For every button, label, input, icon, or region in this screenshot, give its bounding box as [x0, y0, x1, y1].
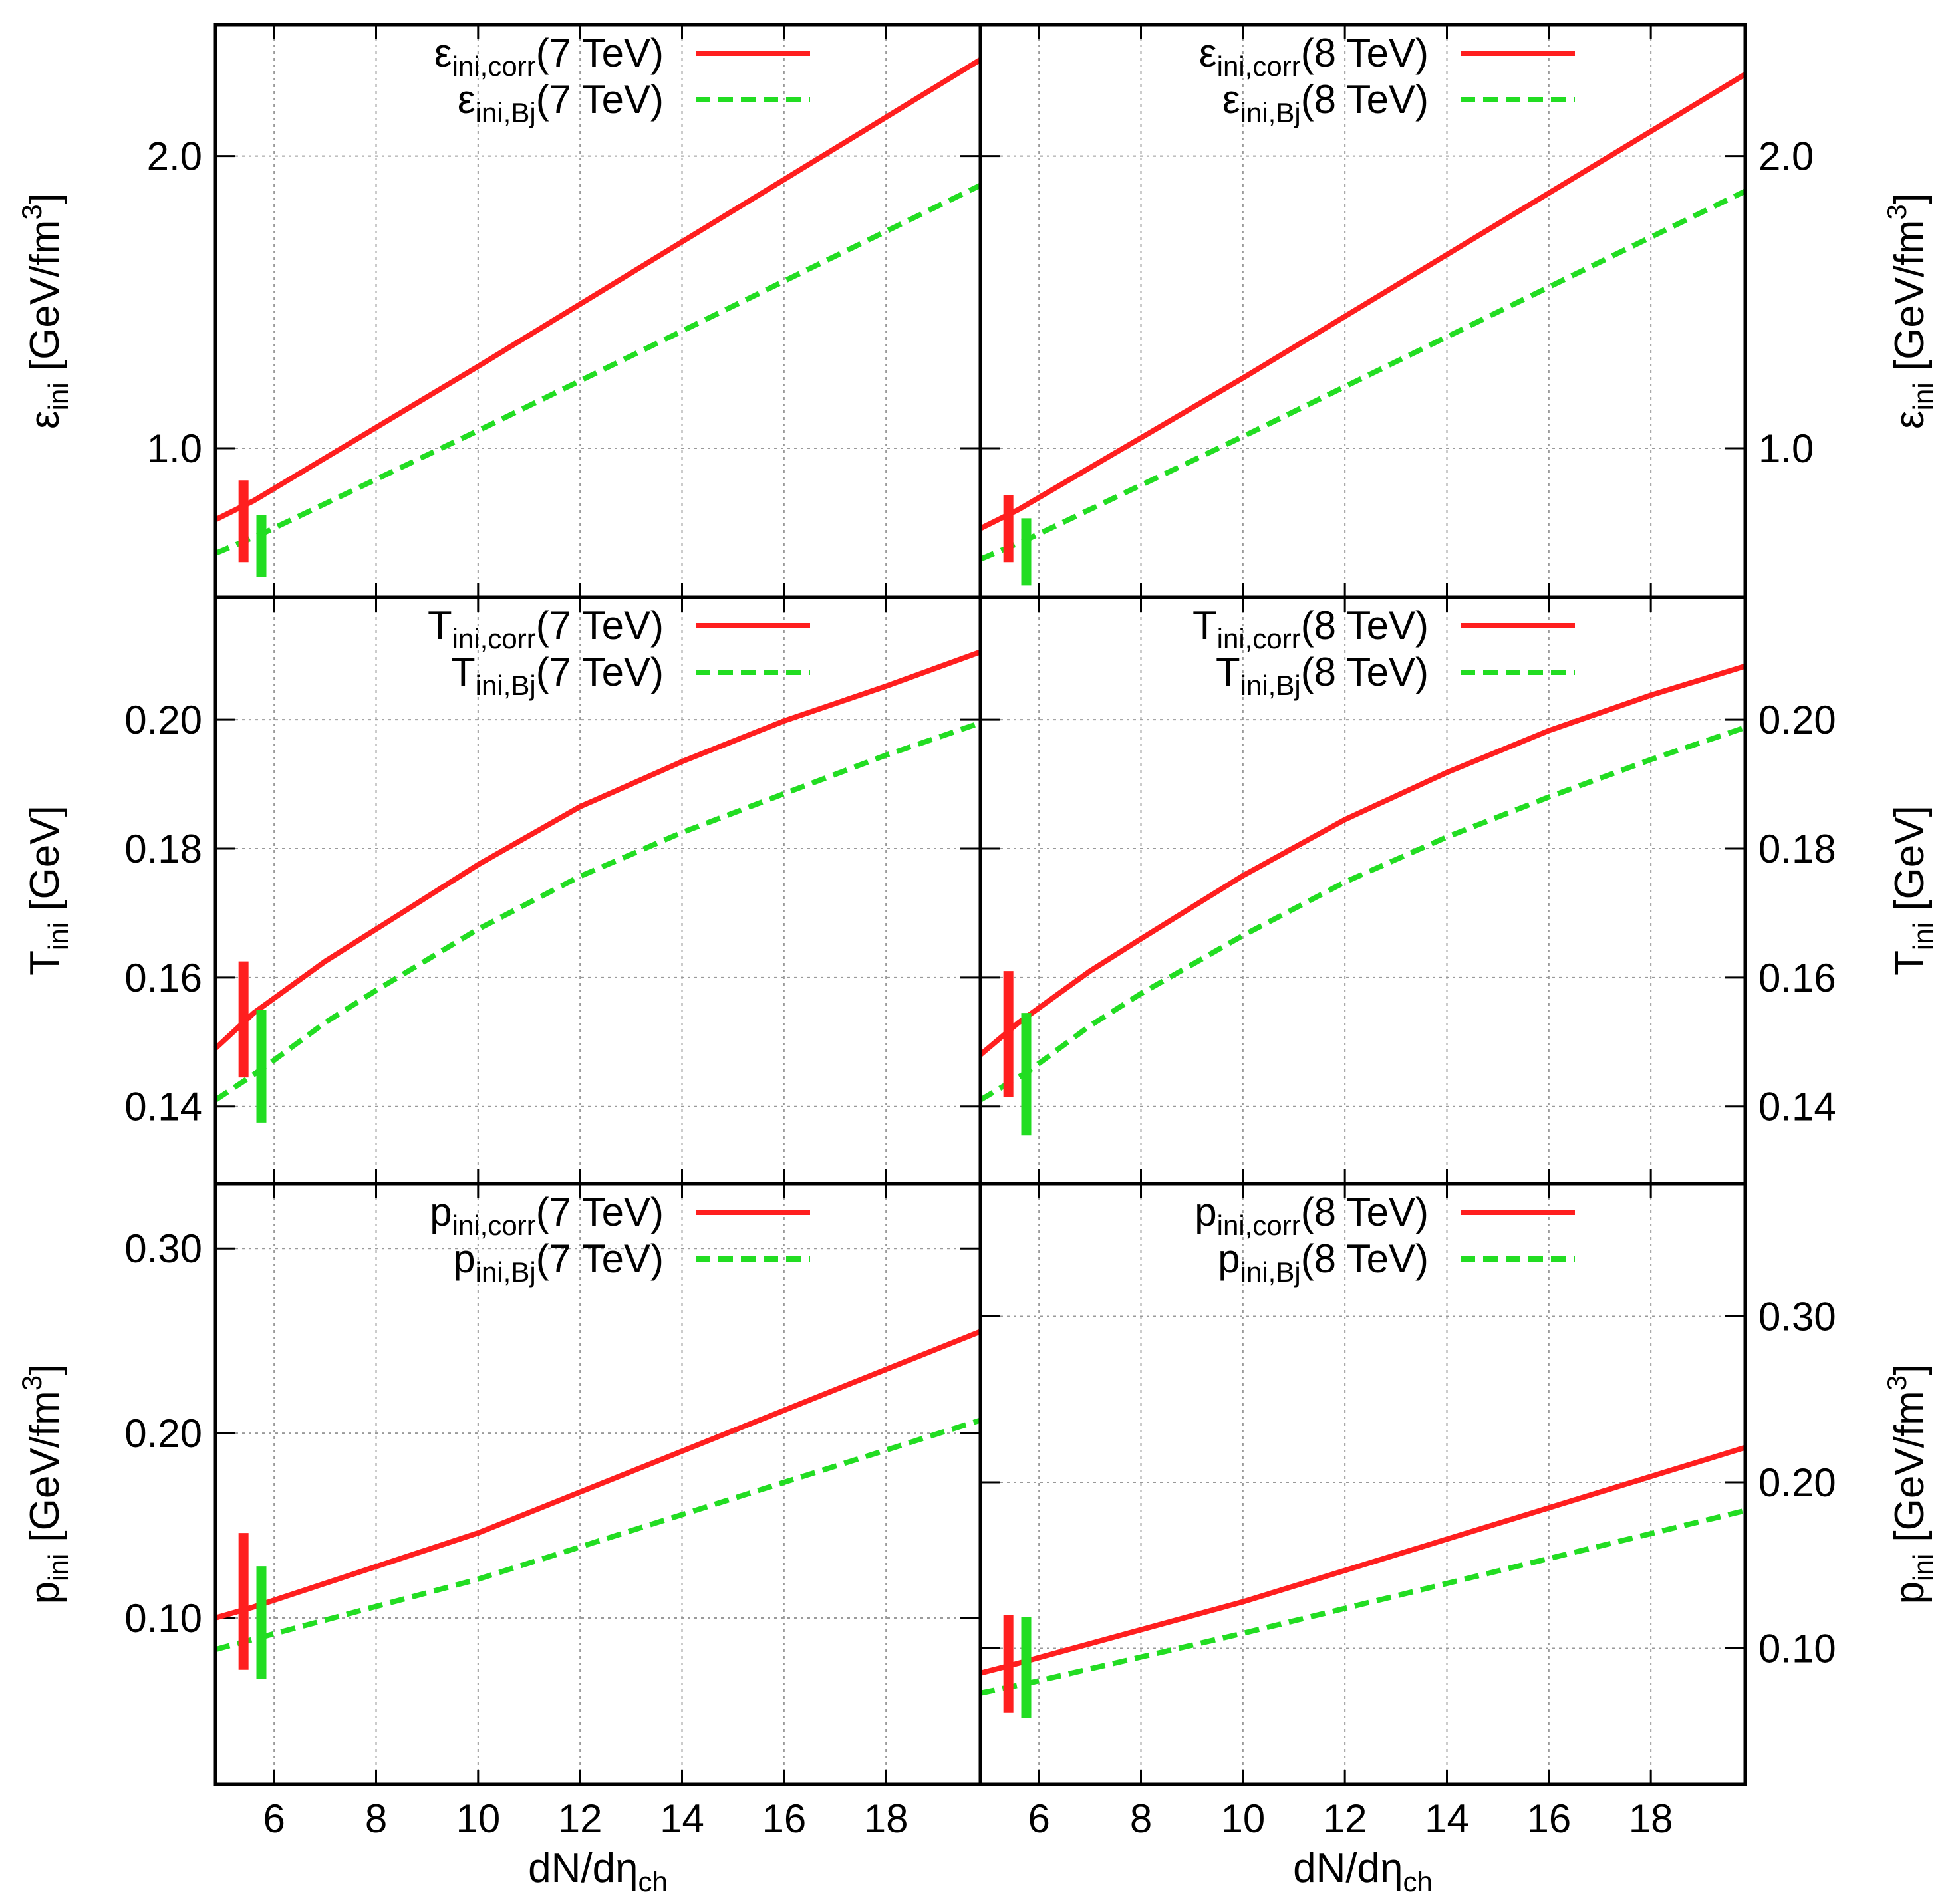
panel-T7: 0.14 0.16 0.18 0.20 Tini [GeV] Tini,corr(7 Te… — [22, 597, 982, 1184]
y-tick-label: 0.20 — [1758, 1460, 1836, 1505]
y-tick-label: 0.10 — [1758, 1626, 1836, 1671]
y-tick-label: 0.16 — [124, 956, 202, 1000]
y-axis-label: Tini [GeV] — [22, 805, 74, 976]
series-line-corr — [214, 57, 982, 523]
series-line-corr — [214, 1329, 982, 1621]
x-tick-label: 10 — [456, 1796, 500, 1841]
x-axis-label: dN/dηch — [1293, 1845, 1433, 1897]
x-tick-label: 8 — [1130, 1796, 1152, 1841]
series-line-corr — [978, 663, 1747, 1057]
legend-label-bj: Tini,Bj(7 TeV) — [451, 650, 664, 701]
legend-label-corr: pini,corr(8 TeV) — [1194, 1190, 1429, 1241]
y-tick-label: 1.0 — [147, 426, 202, 471]
legend-label-corr: εini,corr(7 TeV) — [434, 31, 664, 82]
y-axis-label: pini [GeV/fm3] — [16, 1364, 74, 1605]
y-tick-label: 0.20 — [124, 698, 202, 742]
legend-label-bj: Tini,Bj(8 TeV) — [1216, 650, 1429, 701]
x-tick-label: 6 — [1028, 1796, 1049, 1841]
y-tick-label: 0.18 — [124, 827, 202, 871]
legend-label-corr: Tini,corr(7 TeV) — [428, 603, 664, 654]
x-tick-label: 18 — [1629, 1796, 1673, 1841]
legend-label-bj: εini,Bj(7 TeV) — [458, 77, 664, 128]
y-tick-label: 0.16 — [1758, 956, 1836, 1000]
x-tick-label: 12 — [1323, 1796, 1367, 1841]
y-tick-label: 0.18 — [1758, 827, 1836, 871]
x-tick-label: 6 — [263, 1796, 285, 1841]
series-line-corr — [979, 1444, 1747, 1676]
panel-frame — [213, 23, 1747, 1786]
panel-T8: 0.14 0.16 0.18 0.20 Tini [GeV] Tini,corr(8 Te… — [978, 597, 1939, 1184]
y-tick-label: 0.14 — [124, 1085, 202, 1129]
x-tick-label: 16 — [762, 1796, 806, 1841]
y-tick-label: 0.10 — [124, 1596, 202, 1641]
y-tick-label: 0.20 — [1758, 698, 1836, 742]
y-tick-label: 0.20 — [124, 1411, 202, 1456]
y-tick-label: 0.14 — [1758, 1085, 1836, 1129]
legend-label-bj: pini,Bj(8 TeV) — [1218, 1236, 1429, 1288]
x-tick-label: 18 — [864, 1796, 909, 1841]
legend-label-corr: pini,corr(7 TeV) — [430, 1190, 664, 1241]
x-tick-label: 14 — [1425, 1796, 1469, 1841]
x-tick-label: 12 — [558, 1796, 603, 1841]
panel-p7: 0.10 0.20 0.30 pini [GeV/fm3] pini,corr(7 Te… — [16, 1184, 982, 1784]
legend-label-corr: Tini,corr(8 TeV) — [1192, 603, 1429, 654]
x-axis: 6 8 10 12 14 16 18 dN/dηch — [1028, 1796, 1673, 1897]
series-line-bj — [213, 720, 982, 1103]
x-axis-label: dN/dηch — [528, 1845, 668, 1897]
panel-eps8: 1.0 2.0 εini [GeV/fm3] εini,corr(8 TeV)εini… — [979, 25, 1939, 597]
x-tick-label: 10 — [1220, 1796, 1265, 1841]
x-tick-label: 16 — [1526, 1796, 1571, 1841]
panel-p8: 0.10 0.20 0.30 pini [GeV/fm3] pini,corr(8 Te… — [979, 1184, 1939, 1784]
legend-label-bj: pini,Bj(7 TeV) — [453, 1236, 664, 1288]
y-tick-label: 1.0 — [1758, 426, 1814, 471]
y-axis-label: εini [GeV/fm3] — [1881, 193, 1939, 429]
y-tick-label: 0.30 — [1758, 1295, 1836, 1339]
series-line-corr — [213, 649, 982, 1051]
y-tick-label: 2.0 — [147, 134, 202, 179]
x-axis: 6 8 10 12 14 16 18 dN/dηch — [263, 1796, 908, 1897]
x-tick-label: 8 — [365, 1796, 387, 1841]
series-line-bj — [978, 725, 1747, 1103]
legend-label-corr: εini,corr(8 TeV) — [1199, 31, 1429, 82]
legend-label-bj: εini,Bj(8 TeV) — [1222, 77, 1429, 128]
series-line-corr — [979, 72, 1747, 531]
y-axis-label: pini [GeV/fm3] — [1881, 1364, 1939, 1605]
y-axis-label: εini [GeV/fm3] — [16, 193, 74, 429]
y-axis-label: Tini [GeV] — [1887, 805, 1939, 976]
y-tick-label: 0.30 — [124, 1226, 202, 1271]
panel-eps7: 1.0 2.0 εini [GeV/fm3] εini,corr(7 TeV)εini… — [16, 25, 982, 597]
x-tick-label: 14 — [660, 1796, 704, 1841]
y-tick-label: 2.0 — [1758, 134, 1814, 179]
